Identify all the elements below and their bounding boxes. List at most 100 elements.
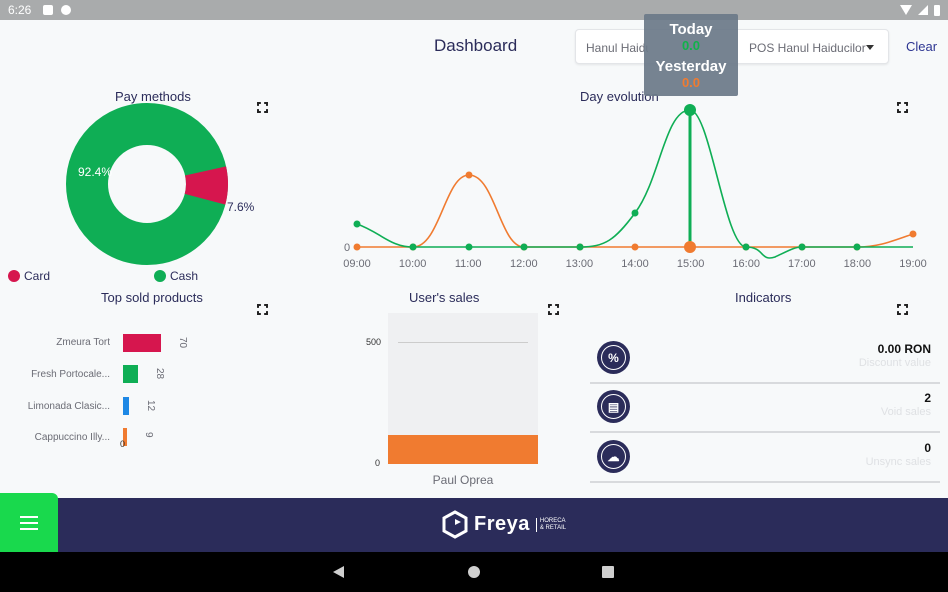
card-pct-label: 7.6% [227,200,255,214]
x-tick-label: 12:00 [510,258,538,270]
x-tick-label: 13:00 [566,258,594,270]
tooltip-yesterday-value: 0.0 [681,75,701,90]
today-point-selected[interactable] [684,104,696,116]
today-point [576,243,584,251]
void-receipt-icon: ▤ [597,390,630,423]
x-tick-label: 18:00 [844,258,872,270]
card-legend-dot [8,270,20,282]
x-tick-label: 17:00 [788,258,816,270]
product-value: 9 [143,432,154,438]
users-sales-title: User's sales [409,290,480,305]
clear-button[interactable]: Clear [906,39,938,54]
chart-tooltip: Today 0.0 Yesterday 0.0 [644,14,738,96]
back-icon[interactable] [333,566,344,578]
percent-icon: % [597,341,630,374]
today-point [631,209,639,217]
today-series-line [356,109,913,259]
y-axis-zero: 0 [344,242,350,254]
cash-pct-label: 92.4% [78,165,112,179]
today-point [742,243,750,251]
legend-cash: Cash [154,269,198,283]
product-value: 28 [154,368,165,380]
page-title: Dashboard [434,36,518,55]
today-point [798,243,806,251]
menu-button[interactable] [0,493,58,552]
x-tick-label: 11:00 [455,258,482,270]
x-tick-label: 14:00 [621,258,649,270]
bottom-bar [0,498,948,552]
x-tick-label: 19:00 [899,258,927,270]
today-point [409,243,417,251]
legend-cash-label: Cash [170,269,199,283]
yesterday-point [631,243,639,251]
tooltip-today-value: 0.0 [681,38,701,53]
y-axis-min: 0 [375,458,381,468]
location-select[interactable]: Hanul Haiducilor [586,41,648,55]
indicator-unsync-sales: ☁ 0 Unsync sales [590,433,940,483]
expand-users-sales-icon[interactable] [548,304,559,315]
legend-card: Card [8,269,50,283]
freya-logo: Freya HORECA & RETAIL [442,510,566,539]
chevron-down-icon[interactable] [866,45,874,50]
yesterday-point [353,243,361,251]
product-bar [123,397,129,415]
x-axis-labels: 09:00 10:00 11:00 12:00 13:00 14:00 15:00 16:00… [343,258,927,270]
today-point [353,220,361,228]
home-icon[interactable] [468,566,480,578]
day-evolution-title: Day evolution [580,89,659,104]
status-time: 6:26 [8,3,32,17]
freya-logo-icon [442,510,468,539]
expand-indicators-icon[interactable] [897,304,908,315]
cash-legend-dot [154,270,166,282]
recent-apps-icon[interactable] [602,566,614,578]
indicator-label: Unsync sales [865,456,931,468]
cloud-unsync-icon: ☁ [597,440,630,473]
yesterday-point-selected[interactable] [684,241,696,253]
pos-select[interactable]: POS Hanul Haiducilor [749,41,866,55]
x-tick-label: 10:00 [399,258,427,270]
product-value: 12 [145,400,156,412]
today-point [465,243,473,251]
y-axis-max: 500 [366,337,382,347]
indicator-value: 0 [924,441,931,455]
expand-top-products-icon[interactable] [257,304,268,315]
brand-name: Freya [474,513,530,535]
tooltip-today-label: Today [669,21,713,38]
yesterday-point [465,171,473,179]
hamburger-icon [20,515,38,518]
product-label: Cappuccino Illy... [34,432,110,443]
product-bar [123,428,127,446]
notification-icon [43,5,54,15]
x-tick-label: 16:00 [732,258,760,270]
signal-icon [918,5,928,15]
today-point [520,243,528,251]
brand-sub: HORECA & RETAIL [535,517,566,532]
legend-card-label: Card [24,269,51,283]
tooltip-yesterday-label: Yesterday [655,58,727,75]
x-tick-label: 09:00 [343,258,371,270]
today-points [353,104,861,251]
indicator-discount: % 0.00 RON Discount value [590,334,940,384]
x-tick-label: 15:00 [677,258,705,270]
pay-methods-title: Pay methods [115,89,191,104]
product-label: Zmeura Tort [56,337,110,348]
product-label: Fresh Portocale... [31,369,110,380]
user-name: Paul Oprea [432,473,494,487]
card-slice [184,166,229,205]
indicator-label: Void sales [880,406,931,418]
product-bar [123,365,138,383]
indicators-title: Indicators [735,290,792,305]
indicator-void-sales: ▤ 2 Void sales [590,383,940,433]
product-axis-zero: 0 [120,439,126,449]
user-sales-bar [388,435,538,464]
top-products-title: Top sold products [101,290,203,305]
product-bar [123,334,161,352]
wifi-icon [900,5,912,15]
yesterday-point [909,230,917,238]
indicator-value: 2 [924,391,931,405]
product-label: Limonada Clasic... [27,401,110,412]
battery-icon [934,4,940,16]
indicator-value: 0.00 RON [877,342,931,356]
